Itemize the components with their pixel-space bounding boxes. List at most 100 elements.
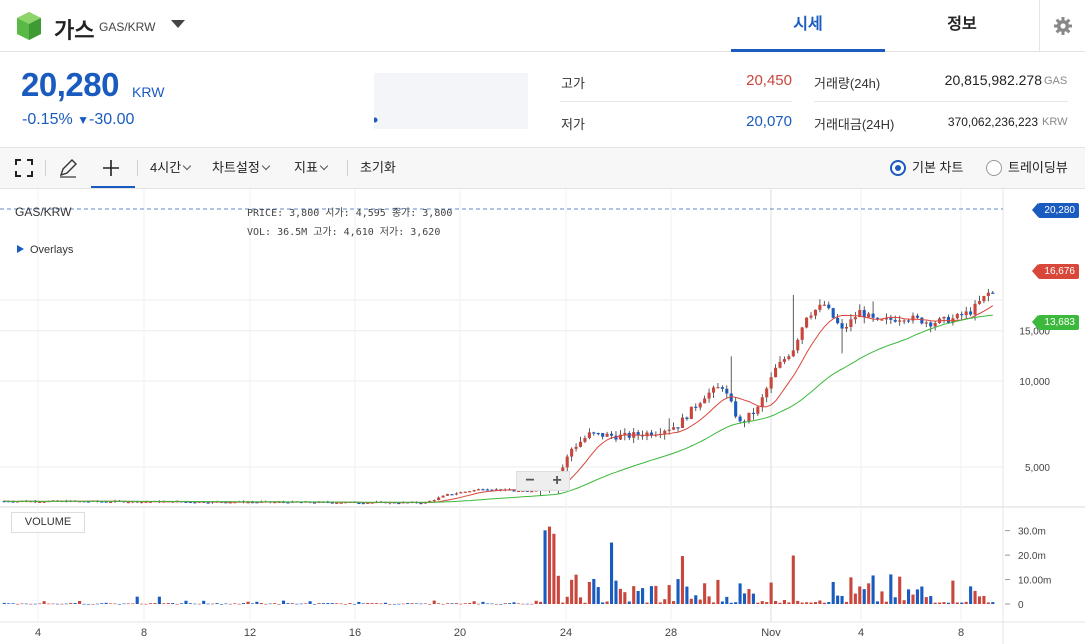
ohlc-row-1: PRICE: 3,800 시가: 4,595 종가: 3,800: [247, 208, 453, 219]
candle-body: [441, 495, 445, 498]
volume-bar: [157, 596, 161, 604]
volume-bar: [144, 603, 148, 605]
tab-market[interactable]: 시세: [731, 0, 885, 52]
volume-bar: [228, 603, 232, 605]
volume-bar: [219, 603, 223, 605]
zoom-in-button[interactable]: +: [552, 472, 562, 489]
indicators-select[interactable]: 지표: [294, 148, 329, 188]
candle-body: [144, 501, 148, 503]
volume-bar: [406, 603, 410, 604]
trading-view-radio[interactable]: [986, 160, 1002, 176]
gear-icon: [1053, 17, 1072, 35]
chart-settings-select[interactable]: 차트설정: [212, 148, 271, 188]
candle-body: [618, 434, 622, 440]
coin-name: 가스: [54, 18, 95, 43]
trade-value-unit: KRW: [1042, 116, 1068, 128]
candle-body: [609, 433, 614, 436]
volume-bar: [175, 603, 179, 605]
zoom-out-button[interactable]: −: [525, 472, 535, 489]
toolbar-separator: [347, 160, 348, 176]
price-tick-label: 10,000: [1019, 377, 1050, 388]
draw-tool-button[interactable]: [58, 148, 78, 188]
tab-info[interactable]: 정보: [947, 16, 977, 33]
coin-dropdown-icon[interactable]: [171, 20, 185, 28]
price-tick-label: 15,000: [1019, 327, 1050, 338]
pencil-icon: [59, 159, 77, 178]
candle-body: [836, 317, 840, 324]
interval-select[interactable]: 4시간: [150, 148, 192, 188]
volume-bar: [570, 579, 574, 604]
volume-bar: [818, 600, 822, 604]
mini-chart-dot-icon: [372, 117, 378, 123]
candle-body: [476, 489, 481, 491]
candle-body: [680, 417, 685, 429]
volume-bar: [206, 603, 210, 605]
candle-body: [725, 388, 729, 394]
volume-bar: [95, 603, 99, 605]
candle-body: [751, 412, 755, 414]
volume-bar: [751, 593, 755, 604]
candle-body: [800, 327, 804, 340]
price-chart-canvas[interactable]: 5,000 10,000 15,000 30.0m 20.0m 10.00m 0 4 8 12 16…: [0, 189, 1085, 644]
candle-body: [614, 435, 618, 440]
volume-bar: [450, 603, 454, 604]
candle-body: [299, 501, 303, 504]
volume-bar: [654, 585, 658, 604]
overlays-label: Overlays: [30, 244, 74, 256]
basic-chart-label[interactable]: 기본 차트: [912, 160, 964, 175]
crosshair-button[interactable]: [101, 148, 125, 188]
volume-bar: [392, 603, 396, 605]
volume-bar: [304, 603, 308, 605]
volume-bar: [188, 603, 192, 604]
interval-label: 4시간: [150, 160, 182, 175]
mini-chart: [372, 73, 528, 129]
volume-bar: [933, 602, 937, 604]
volume-bar: [131, 603, 135, 605]
candle-body: [583, 438, 587, 442]
candle-body: [871, 313, 875, 318]
trading-view-label[interactable]: 트레이딩뷰: [1008, 160, 1068, 175]
overlays-toggle[interactable]: Overlays: [17, 244, 73, 256]
candle-body: [250, 502, 255, 504]
volume-bar: [78, 600, 82, 604]
chevron-down-icon: [182, 161, 192, 171]
volume-bar: [977, 596, 982, 604]
volume-bar: [481, 601, 485, 604]
volume-bar: [233, 603, 237, 604]
reset-button[interactable]: 초기화: [360, 160, 396, 175]
volume-bar: [592, 578, 596, 604]
volume-bar: [898, 576, 902, 604]
candle-body: [419, 502, 423, 505]
volume-bar: [246, 601, 250, 604]
volume-bar: [126, 603, 130, 605]
price-chart[interactable]: 5,000 10,000 15,000 30.0m 20.0m 10.00m 0 4 8 12 16…: [0, 189, 1085, 644]
volume-bar: [782, 600, 786, 604]
fullscreen-button[interactable]: [15, 148, 35, 188]
volume-bar: [24, 603, 28, 605]
zoom-controls: − +: [516, 471, 570, 491]
volume-bar: [964, 601, 968, 604]
volume-bar: [428, 603, 432, 605]
basic-chart-radio[interactable]: [890, 160, 906, 176]
volume-bar: [326, 603, 330, 604]
volume-bar: [11, 603, 15, 604]
candle-body: [853, 317, 857, 320]
candle-body: [224, 502, 228, 504]
volume-bar: [747, 589, 751, 604]
candle-body: [494, 489, 498, 491]
neo-gas-cube-icon: [17, 12, 41, 40]
settings-button[interactable]: [1039, 0, 1085, 52]
volume-bar: [503, 603, 507, 604]
candle-body: [898, 320, 902, 322]
candle-body: [986, 292, 990, 296]
volume-bar: [734, 602, 738, 604]
expand-triangle-icon: [17, 245, 24, 253]
time-tick-label: 20: [454, 627, 466, 639]
volume-bar: [911, 594, 915, 604]
candle-body: [716, 387, 720, 389]
volume-bar: [663, 599, 667, 604]
volume-bar: [441, 603, 445, 605]
volume-bar: [565, 596, 569, 604]
volume-bar: [871, 575, 875, 604]
time-tick-label: Nov: [761, 627, 781, 639]
